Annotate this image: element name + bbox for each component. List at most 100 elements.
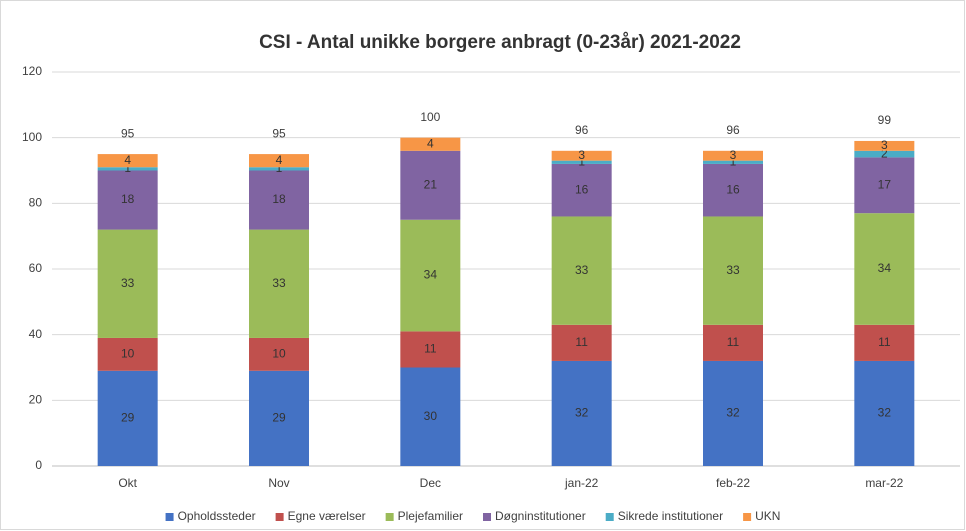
data-label: 17 [878,177,892,191]
data-label: 34 [878,261,892,275]
data-label: 16 [726,182,740,196]
bar-segment [97,154,158,168]
data-label: 32 [878,406,892,420]
bar-segment [703,216,763,325]
data-label: 10 [272,347,286,361]
data-label: 4 [124,153,131,167]
legend-swatch [385,513,394,521]
bar-segment [400,150,461,220]
x-tick-label: Dec [420,476,441,490]
data-label: 32 [575,406,589,420]
data-label: 18 [121,192,135,206]
bar-segment [703,163,763,217]
bar-segment [97,170,158,230]
x-tick-label: mar-22 [865,476,903,490]
legend-label: Plejefamilier [398,509,463,523]
total-label: 100 [420,110,440,124]
legend-label: Opholdssteder [178,509,256,523]
data-label: 29 [121,411,135,425]
data-label: 18 [272,192,286,206]
data-label: 11 [575,335,588,349]
bar-segment [854,140,915,151]
data-label: 4 [276,153,283,167]
data-label: 1 [276,161,283,175]
data-label: 29 [272,411,286,425]
y-tick-label: 40 [29,327,43,341]
bar-segment [854,360,915,466]
bar-segment [249,229,309,338]
bar-segment [249,370,309,466]
bar-segment [854,324,915,361]
bar-segment [703,160,763,164]
bar-segment [97,337,158,371]
bar-segment [400,331,461,368]
y-tick-label: 0 [35,458,42,472]
total-label: 96 [575,123,589,137]
bar-segment [400,367,461,466]
bar-segment [854,150,915,158]
data-label: 34 [424,268,438,282]
total-label: 95 [121,126,135,140]
y-tick-label: 60 [29,261,43,275]
legend-swatch [743,513,752,521]
bar-segment [551,216,612,325]
x-tick-label: jan-22 [564,476,599,490]
legend-swatch [275,513,284,521]
data-label: 2 [881,146,888,160]
legend-swatch [165,513,174,521]
legend-swatch [483,513,492,521]
bar-segment [703,360,763,466]
data-label: 10 [121,347,135,361]
bar-segment [97,370,158,466]
bar-segment [703,324,763,361]
bar-segment [551,160,612,164]
data-label: 30 [424,409,438,423]
x-tick-label: Okt [118,476,137,490]
bar-segment [97,167,158,171]
data-label: 11 [727,335,740,349]
data-label: 1 [578,154,585,168]
data-label: 33 [272,276,286,290]
y-tick-label: 20 [29,393,43,407]
bar-segment [854,157,915,214]
data-label: 4 [427,136,434,150]
data-label: 16 [575,182,589,196]
legend-swatch [605,513,614,521]
total-label: 96 [726,123,740,137]
bar-segment [551,360,612,466]
bar-segment [97,229,158,338]
data-label: 1 [124,161,131,175]
data-label: 33 [726,263,740,277]
y-tick-label: 100 [22,130,42,144]
bar-segment [400,219,461,332]
data-label: 3 [578,148,585,162]
total-label: 99 [878,113,892,127]
legend-label: Sikrede institutioner [618,509,723,523]
bar-segment [854,213,915,325]
bar-segment [249,154,309,168]
data-label: 11 [878,335,891,349]
data-label: 32 [726,406,740,420]
bar-segment [703,150,763,161]
bar-segment [249,167,309,171]
bar-segment [551,163,612,217]
bar-segment [551,150,612,161]
bar-segment [249,170,309,230]
bar-segment [551,324,612,361]
data-label: 21 [424,177,438,191]
x-tick-label: Nov [268,476,289,490]
data-label: 33 [121,276,135,290]
bar-segment [400,137,461,151]
legend-label: UKN [755,509,780,523]
legend-label: Døgninstitutioner [495,509,586,523]
data-label: 33 [575,263,589,277]
chart-title: CSI - Antal unikke borgere anbragt (0-23… [259,32,741,53]
total-label: 95 [272,126,286,140]
data-label: 1 [730,154,737,168]
bar-segment [249,337,309,371]
x-tick-label: feb-22 [716,476,750,490]
data-label: 3 [730,148,737,162]
y-tick-label: 120 [22,64,42,78]
